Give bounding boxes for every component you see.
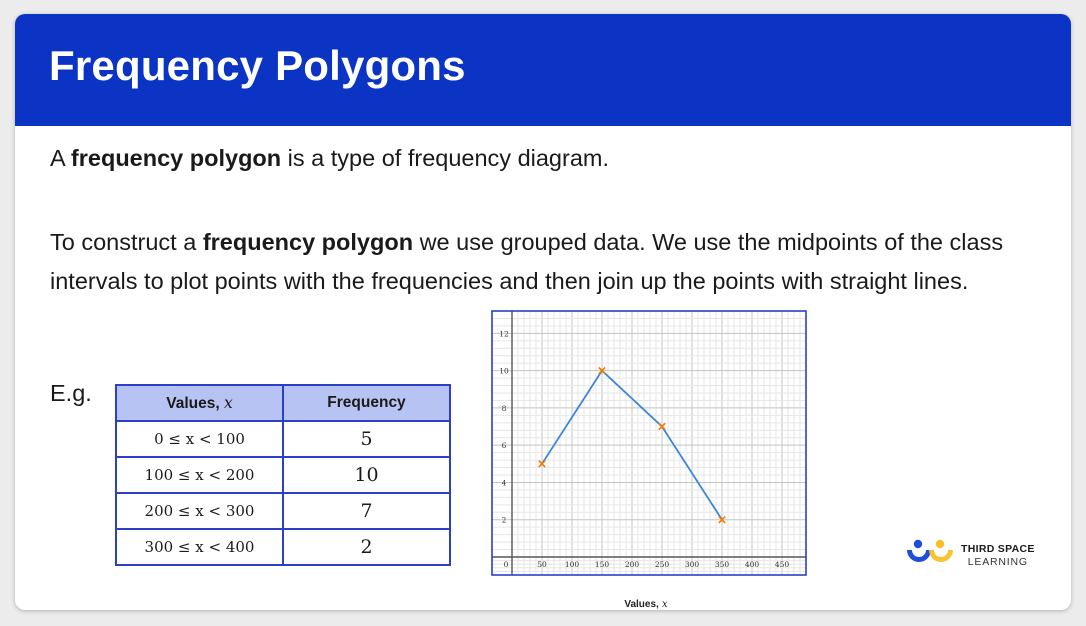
- y-axis-label: Frequency: [480, 430, 481, 481]
- table-row: 100 ≤ x < 200 10: [115, 456, 451, 494]
- logo-text: THIRD SPACE LEARNING: [961, 543, 1035, 569]
- construct-paragraph: To construct a frequency polygon we use …: [50, 223, 1050, 301]
- x-tick-label: 450: [775, 560, 790, 569]
- x-axis-label: Values, x: [624, 599, 668, 610]
- third-space-logo-icon: [907, 539, 953, 562]
- x-tick-label: 200: [625, 560, 640, 569]
- plot-area: [492, 311, 806, 575]
- plot-frame: [491, 310, 807, 576]
- row-frequency: 5: [282, 420, 451, 458]
- x-tick-label: 0: [504, 560, 509, 569]
- table-row: 300 ≤ x < 400 2: [115, 528, 451, 566]
- x-tick-label: 250: [655, 560, 670, 569]
- y-tick-label: 4: [502, 478, 507, 487]
- data-point-marker: [658, 422, 666, 431]
- construct-text-before: To construct a: [50, 229, 203, 255]
- x-tick-label: 100: [565, 560, 580, 569]
- page-title: Frequency Polygons: [49, 42, 466, 89]
- intro-bold-term: frequency polygon: [70, 145, 282, 171]
- row-frequency: 7: [282, 492, 451, 530]
- construct-text-after: we use grouped data. We use the midpoint…: [50, 229, 1004, 294]
- header-values-text: Values,: [166, 394, 224, 412]
- table-row: 200 ≤ x < 300 7: [115, 492, 451, 530]
- row-interval: 300 ≤ x < 400: [115, 528, 284, 566]
- header-values-var: x: [223, 393, 233, 412]
- data-point-marker: [718, 515, 726, 524]
- header-bar: Frequency Polygons: [15, 14, 1071, 126]
- header-frequency: Frequency: [282, 384, 451, 422]
- y-tick-label: 6: [502, 441, 507, 450]
- construct-bold-term: frequency polygon: [202, 229, 414, 255]
- y-tick-label: 2: [502, 516, 507, 525]
- intro-paragraph: A frequency polygon is a type of frequen…: [50, 145, 609, 172]
- x-tick-label: 400: [745, 560, 760, 569]
- logo-line-1: THIRD SPACE: [961, 543, 1035, 555]
- row-interval: 200 ≤ x < 300: [115, 492, 284, 530]
- y-tick-label: 10: [499, 367, 509, 376]
- row-frequency: 10: [282, 456, 451, 494]
- lesson-card: Frequency Polygons A frequency polygon i…: [15, 14, 1071, 610]
- frequency-polygon-line: [541, 369, 723, 521]
- intro-text-after: is a type of frequency diagram.: [281, 145, 610, 171]
- x-tick-label: 350: [715, 560, 730, 569]
- row-frequency: 2: [282, 528, 451, 566]
- y-tick-label: 8: [502, 404, 507, 413]
- y-tick-label: 12: [499, 329, 509, 338]
- x-tick-label: 150: [595, 560, 610, 569]
- data-point-marker: [598, 366, 606, 375]
- data-point-marker: [538, 460, 546, 468]
- table-row: 0 ≤ x < 100 5: [115, 420, 451, 458]
- frequency-table: Values, x Frequency 0 ≤ x < 100 5 100 ≤ …: [115, 384, 451, 566]
- row-interval: 0 ≤ x < 100: [115, 420, 284, 458]
- header-values: Values, x: [115, 384, 284, 422]
- table-header-row: Values, x Frequency: [115, 384, 451, 422]
- x-tick-label: 50: [537, 560, 547, 569]
- frequency-polygon-chart: 0 50 100 150 200 250 300 350 400 450 2 4 6 8 10 12 Value…: [480, 310, 807, 610]
- logo-line-2: LEARNING: [967, 556, 1028, 568]
- intro-text-before: A: [50, 145, 71, 171]
- row-interval: 100 ≤ x < 200: [115, 456, 284, 494]
- example-label: E.g.: [50, 380, 92, 406]
- x-tick-label: 300: [685, 560, 700, 569]
